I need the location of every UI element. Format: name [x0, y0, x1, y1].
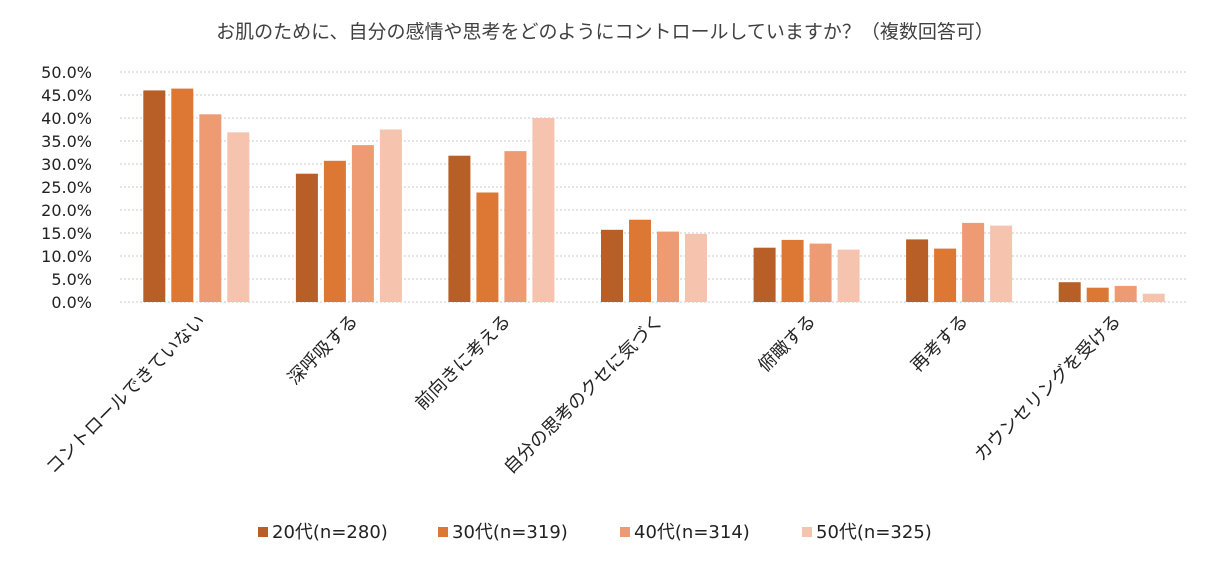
bar — [351, 145, 374, 302]
bar — [629, 219, 651, 302]
y-tick-label: 15.0% — [41, 224, 92, 243]
bar — [657, 231, 679, 302]
category-label: 再考する — [907, 311, 973, 377]
category-label: 俯瞰する — [754, 311, 820, 377]
bar — [837, 249, 860, 302]
category-label: コントロールできていない — [42, 311, 210, 479]
bar — [199, 114, 222, 302]
bar — [906, 239, 929, 302]
bar — [1086, 287, 1109, 302]
bar — [295, 173, 318, 302]
bar — [685, 233, 707, 302]
bar — [1058, 282, 1081, 302]
y-tick-label: 5.0% — [51, 270, 92, 289]
bar — [809, 243, 832, 302]
legend-label: 50代(n=325) — [816, 522, 932, 543]
bar — [601, 229, 623, 302]
bar — [227, 132, 250, 302]
legend-label: 30代(n=319) — [452, 522, 568, 543]
bar — [379, 129, 402, 302]
legend: 20代(n=280) 30代(n=319) 40代(n=314) 50代(n=325) — [258, 522, 932, 543]
bar — [143, 90, 166, 303]
y-tick-label: 40.0% — [41, 109, 92, 128]
y-tick-label: 20.0% — [41, 201, 92, 220]
category-label: カウンセリングを受ける — [970, 311, 1125, 466]
bar — [504, 151, 527, 302]
category-label: 深呼吸する — [284, 311, 362, 389]
bar — [448, 155, 471, 302]
legend-label: 20代(n=280) — [272, 522, 388, 543]
y-tick-label: 0.0% — [51, 293, 92, 312]
y-tick-label: 25.0% — [41, 178, 92, 197]
bar — [532, 118, 555, 302]
category-label: 前向きに考える — [411, 311, 515, 415]
bar — [962, 222, 985, 302]
bar — [781, 239, 804, 302]
bar — [1114, 285, 1137, 302]
grid-lines — [120, 71, 1188, 303]
y-tick-label: 35.0% — [41, 132, 92, 151]
bar — [1142, 293, 1165, 302]
bar — [171, 88, 194, 302]
bar — [323, 160, 346, 302]
bars — [143, 88, 1165, 303]
legend-label: 40代(n=314) — [634, 522, 750, 543]
bar — [476, 192, 499, 302]
legend-swatch — [438, 527, 448, 537]
chart-title: お肌のために、自分の感情や思考をどのようにコントロールしていますか？（複数回答可… — [216, 21, 994, 43]
y-tick-label: 50.0% — [41, 63, 92, 82]
category-label: 自分の思考のクセに気づく — [500, 311, 668, 479]
legend-swatch — [802, 527, 812, 537]
y-tick-label: 45.0% — [41, 86, 92, 105]
y-axis-ticks: 0.0% 5.0% 10.0% 15.0% 20.0% 25.0% 30.0% 35.0% 40… — [41, 63, 92, 312]
bar — [753, 247, 776, 302]
bar — [990, 225, 1013, 302]
bar — [934, 248, 957, 302]
y-tick-label: 10.0% — [41, 247, 92, 266]
legend-swatch — [620, 527, 630, 537]
legend-swatch — [258, 527, 268, 537]
y-tick-label: 30.0% — [41, 155, 92, 174]
